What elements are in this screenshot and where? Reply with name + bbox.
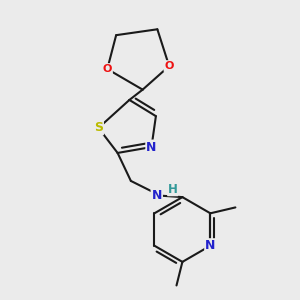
Text: N: N: [152, 189, 162, 202]
Text: N: N: [205, 239, 215, 252]
Text: H: H: [168, 183, 178, 196]
Text: N: N: [146, 141, 157, 154]
Text: S: S: [94, 122, 103, 134]
Text: O: O: [103, 64, 112, 74]
Text: O: O: [164, 61, 174, 71]
